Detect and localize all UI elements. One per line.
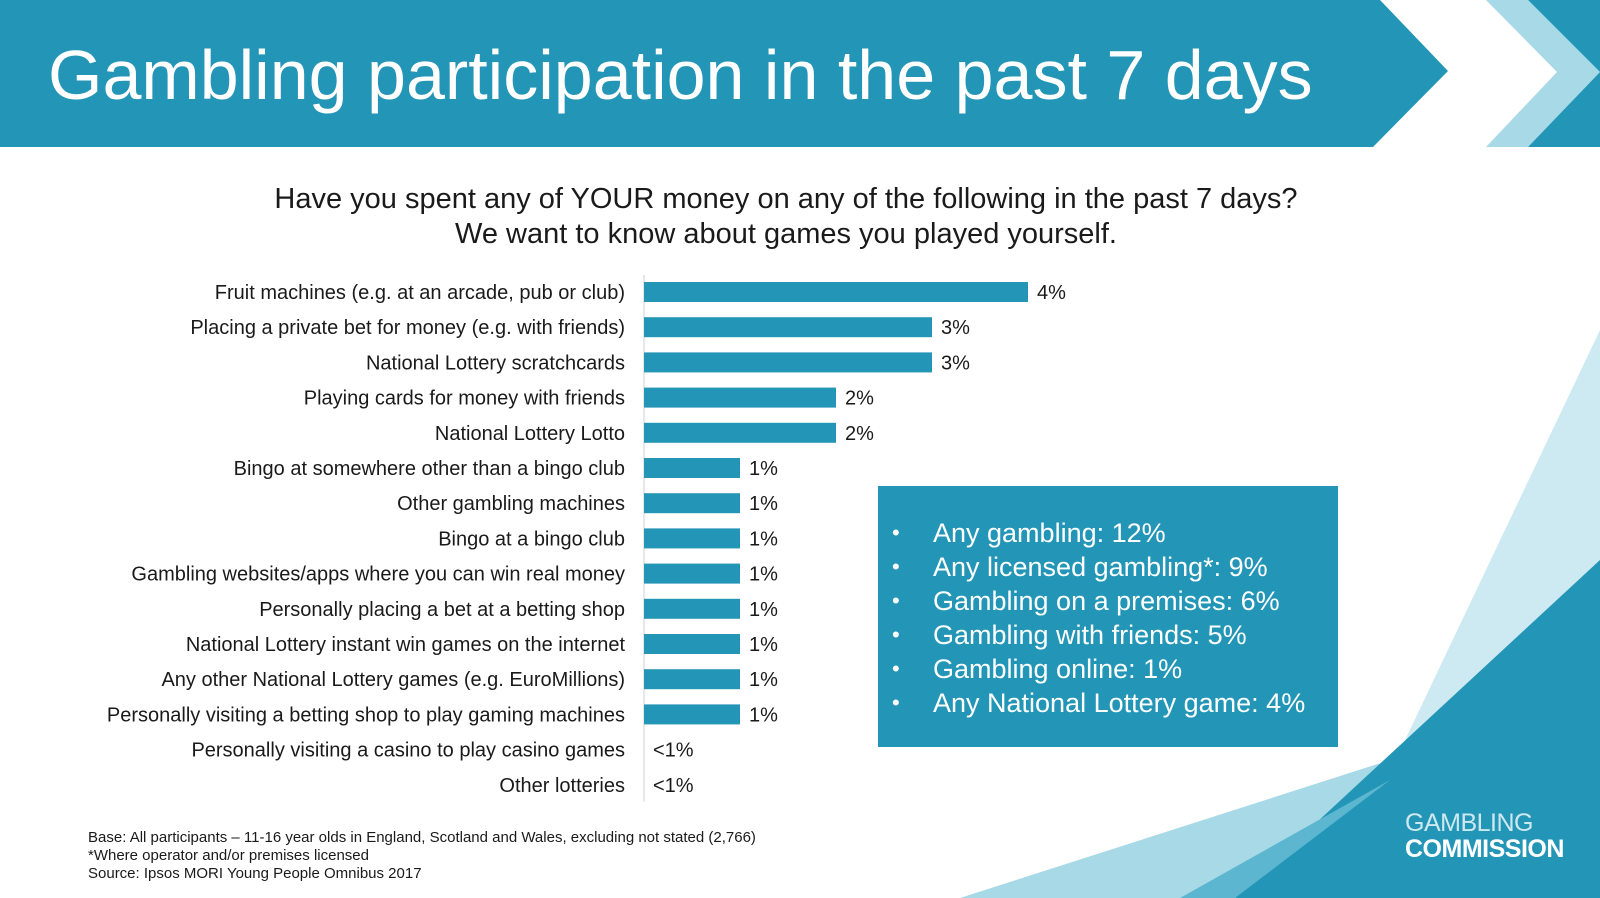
header-corner-bottom bbox=[1528, 72, 1600, 147]
category-label: National Lottery Lotto bbox=[435, 423, 625, 445]
summary-item: • Gambling online: 1% bbox=[892, 652, 1338, 686]
summary-item-text: Any gambling: 12% bbox=[933, 518, 1166, 548]
bar bbox=[644, 317, 932, 338]
summary-item-text: Gambling online: 1% bbox=[933, 654, 1183, 684]
summary-box: • Any gambling: 12% • Any licensed gambling… bbox=[878, 486, 1338, 747]
summary-item: • Any gambling: 12% bbox=[892, 516, 1338, 550]
bar bbox=[644, 352, 932, 373]
page-title: Gambling participation in the past 7 day… bbox=[48, 36, 1313, 114]
category-label: Other lotteries bbox=[499, 775, 625, 797]
value-label: 1% bbox=[749, 704, 778, 726]
category-label: Bingo at somewhere other than a bingo cl… bbox=[234, 458, 625, 480]
summary-item-text: Any National Lottery game: 4% bbox=[933, 688, 1306, 718]
logo-line-2: COMMISSION bbox=[1405, 835, 1564, 863]
bar bbox=[644, 669, 740, 690]
bar bbox=[644, 704, 740, 725]
footnote-base: Base: All participants – 11-16 year olds… bbox=[88, 829, 756, 846]
footnotes: Base: All participants – 11-16 year olds… bbox=[88, 829, 756, 883]
bottom-band-edge bbox=[1180, 780, 1390, 898]
value-label: 4% bbox=[1037, 282, 1066, 304]
value-label: 1% bbox=[749, 528, 778, 550]
bar bbox=[644, 493, 740, 514]
bullet-icon: • bbox=[892, 520, 900, 545]
bar bbox=[644, 387, 836, 408]
bar bbox=[644, 563, 740, 584]
bar bbox=[644, 458, 740, 478]
value-label: <1% bbox=[653, 775, 694, 797]
logo-line-1: GAMBLING bbox=[1405, 809, 1533, 837]
category-label: Any other National Lottery games (e.g. E… bbox=[161, 669, 625, 691]
value-label: 2% bbox=[845, 423, 874, 445]
bar bbox=[644, 598, 740, 619]
category-label: Gambling websites/apps where you can win… bbox=[131, 564, 625, 586]
bullet-icon: • bbox=[892, 588, 900, 613]
category-label: Fruit machines (e.g. at an arcade, pub o… bbox=[215, 282, 625, 304]
category-label: Personally placing a bet at a betting sh… bbox=[259, 599, 625, 621]
category-label: Personally visiting a casino to play cas… bbox=[191, 740, 625, 762]
gambling-commission-logo: GAMBLING COMMISSION bbox=[1405, 810, 1564, 862]
value-label: 2% bbox=[845, 388, 874, 410]
value-label: 3% bbox=[941, 352, 970, 374]
category-label: Bingo at a bingo club bbox=[438, 528, 625, 550]
header-banner bbox=[0, 0, 1448, 147]
question-line-2: We want to know about games you played y… bbox=[454, 218, 1117, 250]
question-line-1: Have you spent any of YOUR money on any … bbox=[274, 183, 1298, 215]
summary-item-text: Gambling on a premises: 6% bbox=[933, 586, 1280, 616]
bar bbox=[644, 282, 1028, 302]
category-label: Placing a private bet for money (e.g. wi… bbox=[190, 317, 625, 339]
bullet-icon: • bbox=[892, 656, 900, 681]
value-label: 1% bbox=[749, 634, 778, 656]
summary-item: • Any National Lottery game: 4% bbox=[892, 686, 1338, 720]
bullet-icon: • bbox=[892, 690, 900, 715]
summary-item: • Any licensed gambling*: 9% bbox=[892, 550, 1338, 584]
summary-list: • Any gambling: 12% • Any licensed gambling… bbox=[892, 516, 1338, 720]
value-label: 3% bbox=[941, 317, 970, 339]
value-label: 1% bbox=[749, 564, 778, 586]
category-label: National Lottery scratchcards bbox=[366, 352, 625, 374]
bullet-icon: • bbox=[892, 554, 900, 579]
bar bbox=[644, 528, 740, 549]
summary-item-text: Any licensed gambling*: 9% bbox=[933, 552, 1268, 582]
footnote-source: Source: Ipsos MORI Young People Omnibus … bbox=[88, 865, 422, 882]
value-label: 1% bbox=[749, 493, 778, 515]
category-label: National Lottery instant win games on th… bbox=[186, 634, 626, 656]
bottom-band-main bbox=[1235, 560, 1600, 898]
summary-item: • Gambling on a premises: 6% bbox=[892, 584, 1338, 618]
footnote-licensed: *Where operator and/or premises licensed bbox=[88, 847, 369, 864]
value-label: 1% bbox=[749, 669, 778, 691]
value-label: 1% bbox=[749, 599, 778, 621]
summary-item: • Gambling with friends: 5% bbox=[892, 618, 1338, 652]
bar bbox=[644, 634, 740, 654]
summary-item-text: Gambling with friends: 5% bbox=[933, 620, 1247, 650]
value-label: 1% bbox=[749, 458, 778, 480]
bullet-icon: • bbox=[892, 622, 900, 647]
bar bbox=[644, 422, 836, 443]
survey-question: Have you spent any of YOUR money on any … bbox=[186, 182, 1386, 252]
category-label: Other gambling machines bbox=[397, 493, 625, 515]
header-corner bbox=[1528, 0, 1600, 72]
value-label: <1% bbox=[653, 740, 694, 762]
header-chevron-light bbox=[1486, 0, 1600, 147]
category-label: Personally visiting a betting shop to pl… bbox=[107, 704, 625, 726]
category-label: Playing cards for money with friends bbox=[304, 388, 625, 410]
